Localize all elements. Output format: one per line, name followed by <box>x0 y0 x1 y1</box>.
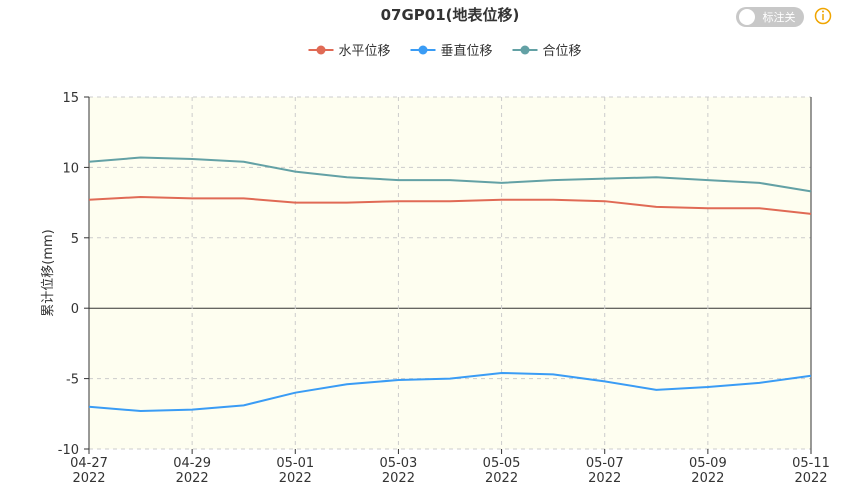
y-tick-label: 5 <box>71 232 79 247</box>
legend-item[interactable]: 合位移 <box>512 44 582 59</box>
legend-item[interactable]: 垂直位移 <box>410 44 493 59</box>
x-tick-label: 05-01 2022 <box>276 456 314 486</box>
x-tick-label: 05-07 2022 <box>586 456 624 486</box>
y-tick-label: 0 <box>71 302 79 317</box>
info-icon[interactable] <box>814 7 832 25</box>
legend-label: 合位移 <box>543 44 582 59</box>
legend-label: 水平位移 <box>339 44 391 59</box>
plot-area <box>89 97 811 449</box>
legend-marker <box>520 45 530 55</box>
series-line <box>88 371 812 412</box>
y-tick-label: 10 <box>62 161 79 176</box>
x-tick-label: 05-11 2022 <box>792 456 830 486</box>
info-dot[interactable] <box>822 10 824 13</box>
x-tick-label: 04-27 2022 <box>70 456 108 486</box>
x-tick-label: 05-09 2022 <box>689 456 727 486</box>
toggle-label[interactable]: 标注关 <box>763 10 796 24</box>
info-circle[interactable] <box>814 7 832 25</box>
legend-marker <box>418 45 428 55</box>
y-axis-label: 累计位移(mm) <box>41 229 56 316</box>
y-tick-label: 15 <box>62 91 79 106</box>
series-line <box>88 195 812 215</box>
toggle-knob[interactable] <box>739 9 755 25</box>
chart-title: 07GP01(地表位移) <box>381 6 520 24</box>
y-tick-label: -10 <box>58 443 79 458</box>
y-tick-label: -5 <box>66 373 79 388</box>
legend-label: 垂直位移 <box>441 44 493 59</box>
series-line <box>88 156 812 193</box>
x-tick-label: 04-29 2022 <box>173 456 211 486</box>
x-tick-label: 05-05 2022 <box>483 456 521 486</box>
legend-item[interactable]: 水平位移 <box>308 44 391 59</box>
x-tick-label: 05-03 2022 <box>380 456 418 486</box>
legend-marker <box>316 45 326 55</box>
toggle[interactable]: 标注关 <box>736 7 804 27</box>
